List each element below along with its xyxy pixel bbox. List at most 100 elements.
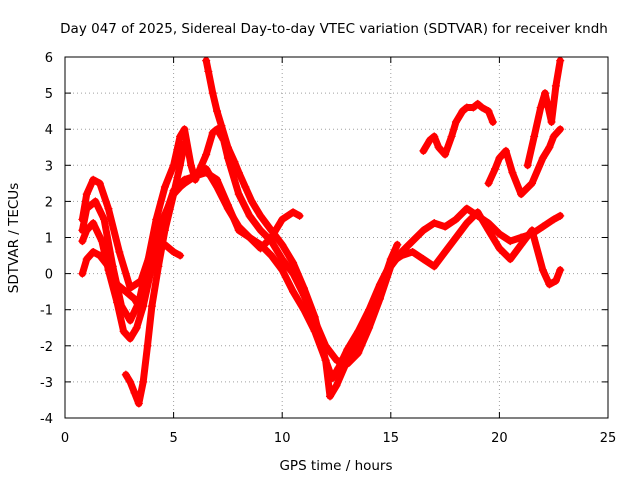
data-point	[419, 226, 428, 235]
data-point	[332, 381, 341, 390]
data-point	[556, 211, 565, 220]
axis-ticks	[64, 56, 609, 419]
data-point	[132, 323, 141, 332]
data-point	[556, 125, 565, 134]
data-point	[147, 302, 156, 311]
data-point	[488, 117, 497, 126]
data-point	[495, 244, 504, 253]
data-point	[278, 265, 287, 274]
data-point	[91, 197, 100, 206]
data-point	[247, 197, 256, 206]
data-point	[458, 107, 467, 116]
y-tick-label: -2	[40, 340, 53, 355]
data-series	[78, 56, 565, 408]
data-point	[538, 154, 547, 163]
data-point	[551, 81, 560, 90]
data-point	[321, 356, 330, 365]
data-point	[230, 157, 239, 166]
data-point	[278, 240, 287, 249]
data-point	[154, 262, 163, 271]
x-tick-label: 15	[383, 431, 400, 446]
data-point	[441, 150, 450, 159]
data-point	[115, 247, 124, 256]
data-point	[310, 312, 319, 321]
series-4-trace	[78, 241, 184, 310]
data-point	[186, 161, 195, 170]
data-point	[408, 247, 417, 256]
data-point	[176, 161, 185, 170]
data-point	[213, 182, 222, 191]
y-tick-label: 1	[45, 232, 53, 247]
data-point	[527, 179, 536, 188]
data-point	[97, 237, 106, 246]
data-point	[549, 215, 558, 224]
y-tick-label: -4	[40, 412, 53, 427]
series-5-trace	[122, 140, 188, 408]
series-6-points	[202, 56, 402, 401]
data-point	[160, 182, 169, 191]
data-point	[256, 226, 265, 235]
data-point	[523, 161, 532, 170]
data-point	[256, 240, 265, 249]
data-point	[547, 117, 556, 126]
data-point	[451, 215, 460, 224]
data-point	[462, 219, 471, 228]
data-point	[397, 251, 406, 260]
data-point	[551, 276, 560, 285]
data-point	[541, 89, 550, 98]
data-point	[169, 190, 178, 199]
data-point	[484, 179, 493, 188]
data-point	[538, 265, 547, 274]
data-point	[495, 229, 504, 238]
y-tick-label: 3	[45, 159, 53, 174]
data-point	[89, 219, 98, 228]
data-point	[223, 143, 232, 152]
data-point	[208, 89, 217, 98]
data-point	[89, 247, 98, 256]
y-tick-label: 6	[45, 51, 53, 66]
data-point	[473, 208, 482, 217]
data-point	[234, 190, 243, 199]
data-point	[462, 204, 471, 213]
data-point	[299, 305, 308, 314]
data-point	[147, 251, 156, 260]
data-point	[256, 211, 265, 220]
data-point	[478, 103, 487, 112]
data-point	[289, 287, 298, 296]
data-point	[213, 107, 222, 116]
data-point	[202, 56, 211, 65]
x-tick-labels: 0 5 10 15 20 25	[61, 431, 616, 446]
data-point	[126, 377, 135, 386]
data-point	[425, 136, 434, 145]
data-point	[491, 164, 500, 173]
data-point	[202, 150, 211, 159]
data-point	[289, 258, 298, 267]
data-point	[234, 168, 243, 177]
data-point	[536, 103, 545, 112]
data-point	[473, 99, 482, 108]
data-point	[354, 334, 363, 343]
data-point	[245, 211, 254, 220]
data-point	[501, 146, 510, 155]
chart-title: Day 047 of 2025, Sidereal Day-to-day VTE…	[60, 21, 608, 37]
series-4-points	[78, 240, 185, 311]
data-point	[343, 356, 352, 365]
data-point	[180, 139, 189, 148]
data-point	[538, 222, 547, 231]
y-tick-labels: -4 -3 -2 -1 0 1 2 3 4 5 6	[40, 51, 53, 427]
data-point	[143, 273, 152, 282]
x-tick-label: 10	[274, 431, 291, 446]
data-point	[119, 327, 128, 336]
y-axis-label: SDTVAR / TECUs	[6, 183, 22, 293]
series-7-trace	[419, 100, 497, 158]
data-point	[130, 388, 139, 397]
data-point	[508, 168, 517, 177]
data-point	[430, 219, 439, 228]
data-point	[143, 341, 152, 350]
data-point	[278, 215, 287, 224]
data-point	[451, 117, 460, 126]
data-point	[430, 262, 439, 271]
data-point	[295, 211, 304, 220]
data-point	[354, 349, 363, 358]
data-point	[430, 132, 439, 141]
